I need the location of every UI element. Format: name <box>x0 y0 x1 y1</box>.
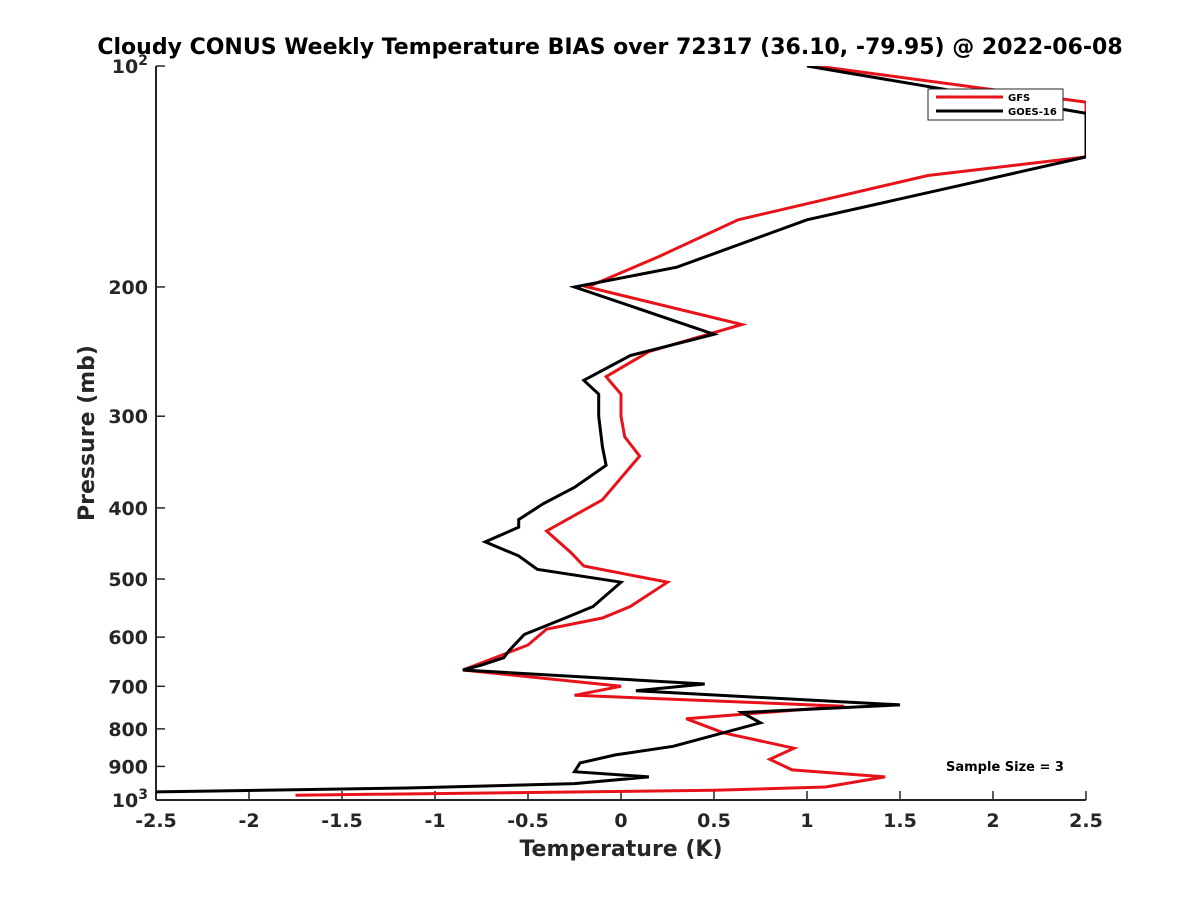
legend-label-gfs: GFS <box>1008 93 1030 104</box>
y-tick-label: 700 <box>108 676 148 698</box>
legend-label-goes16: GOES-16 <box>1008 107 1057 118</box>
chart-title: Cloudy CONUS Weekly Temperature BIAS ove… <box>97 35 1122 60</box>
legend: GFS GOES-16 <box>927 88 1064 121</box>
y-tick-label: 300 <box>108 406 148 428</box>
y-tick-label: 600 <box>108 627 148 649</box>
series-layer <box>156 66 1086 797</box>
y-tick-label: 500 <box>108 569 148 591</box>
x-tick-label: -2.5 <box>135 810 177 832</box>
legend-box <box>927 88 1064 121</box>
x-tick-group: -2.5 -2 -1.5 -1 -0.5 0 0.5 1 1.5 2 2.5 <box>135 791 1103 832</box>
y-tick-label: 103 <box>112 787 148 812</box>
series-line-goes16 <box>156 66 1086 794</box>
y-tick-label: 800 <box>108 719 148 741</box>
x-tick-label: -1 <box>424 810 445 832</box>
x-tick-label: 0.5 <box>697 810 731 832</box>
x-tick-label: 1.5 <box>883 810 917 832</box>
x-tick-label: 2 <box>986 810 999 832</box>
sample-size-annotation: Sample Size = 3 <box>946 760 1064 775</box>
x-tick-label: 2.5 <box>1069 810 1103 832</box>
y-tick-exponent: 3 <box>138 787 148 803</box>
y-tick-base: 10 <box>112 790 138 812</box>
x-tick-label: -1.5 <box>321 810 363 832</box>
x-tick-label: 1 <box>800 810 813 832</box>
y-tick-label: 200 <box>108 277 148 299</box>
y-tick-base: 10 <box>112 56 138 78</box>
y-axis-label: Pressure (mb) <box>75 345 100 521</box>
y-tick-label: 102 <box>112 53 148 78</box>
y-tick-label: 900 <box>108 756 148 778</box>
x-tick-label: -0.5 <box>507 810 549 832</box>
y-tick-label: 400 <box>108 498 148 520</box>
x-tick-label: -2 <box>238 810 259 832</box>
x-axis-label: Temperature (K) <box>519 837 722 862</box>
y-tick-exponent: 2 <box>138 53 148 69</box>
x-tick-label: 0 <box>614 810 627 832</box>
